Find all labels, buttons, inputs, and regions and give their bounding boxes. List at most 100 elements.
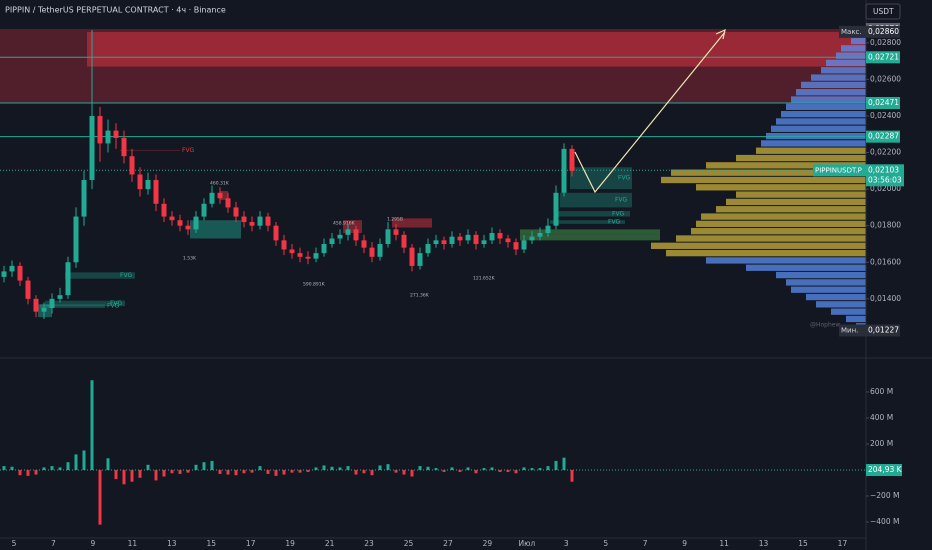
- candle-body: [433, 240, 439, 244]
- profile-bar: [771, 125, 866, 132]
- candle-body: [225, 198, 231, 208]
- currency[interactable]: USDT: [873, 7, 894, 16]
- candle-body: [105, 130, 111, 144]
- currency-box[interactable]: [865, 3, 901, 20]
- profile-bar: [826, 59, 866, 67]
- volume-bar: [434, 468, 438, 471]
- volume-bar: [290, 470, 294, 473]
- volume-bar: [90, 380, 94, 471]
- volume-bar: [282, 470, 286, 475]
- profile-bar: [836, 52, 866, 59]
- x-tick-label: 17: [246, 539, 256, 548]
- x-tick-label: 15: [206, 539, 216, 548]
- x-tick-label: 13: [167, 539, 177, 548]
- profile-bar: [841, 45, 866, 52]
- volume-bar: [226, 470, 230, 475]
- profile-bar: [746, 264, 866, 271]
- fvg-label: FVG: [120, 272, 133, 279]
- profile-bar: [816, 301, 866, 308]
- volume-bar: [66, 462, 70, 471]
- candle-body: [313, 253, 319, 259]
- x-tick-label: 19: [285, 539, 295, 548]
- candle-body: [521, 240, 527, 250]
- price-level-name: Макс.: [841, 28, 862, 36]
- candle-body: [161, 203, 167, 217]
- volume-bar: [386, 464, 390, 471]
- volume-bar: [322, 465, 326, 471]
- volume-bar: [450, 467, 454, 471]
- annotation: 1.295B: [387, 217, 403, 223]
- price-level-label: 0,01227: [868, 325, 899, 334]
- x-tick-label: 11: [128, 539, 138, 548]
- volume-bar: [170, 470, 174, 474]
- x-tick-label: 9: [682, 539, 687, 548]
- volume-bar: [306, 470, 310, 472]
- profile-bar: [716, 206, 866, 213]
- last-price-label: 0,02103: [868, 165, 899, 174]
- candle-body: [73, 216, 79, 263]
- volume-bar: [474, 470, 478, 474]
- zone: [87, 31, 866, 67]
- volume-bar: [194, 464, 198, 471]
- zone: [0, 28, 866, 104]
- volume-bar: [346, 466, 350, 471]
- candle-body: [297, 253, 303, 257]
- volume-bar: [218, 470, 222, 474]
- candle-body: [329, 238, 335, 244]
- profile-bar: [736, 191, 866, 198]
- price-level-name: Мин.: [841, 326, 858, 334]
- y-tick-label: 400 M: [870, 413, 893, 422]
- profile-bar: [666, 249, 866, 257]
- y-tick-label: 0,02600: [870, 74, 901, 83]
- candle-body: [137, 174, 143, 190]
- volume-bar: [74, 454, 78, 471]
- profile-bar: [676, 235, 866, 242]
- volume-bar: [530, 468, 534, 471]
- candle-body: [129, 156, 135, 175]
- y-tick-label: 0,02200: [870, 148, 901, 157]
- volume-bar: [442, 470, 446, 472]
- fvg-label: FVG: [107, 303, 120, 310]
- candle-body: [393, 229, 399, 235]
- last-price-name-box: [813, 164, 866, 177]
- x-tick-label: Июл: [518, 539, 535, 548]
- profile-bar: [696, 184, 866, 191]
- x-tick-label: 5: [12, 539, 17, 548]
- volume-bar: [546, 466, 550, 471]
- candle-body: [241, 216, 247, 223]
- candle-body: [249, 222, 255, 226]
- candle-body: [233, 207, 239, 217]
- price-level-box: [866, 97, 900, 110]
- profile-bar: [846, 315, 866, 323]
- fvg-label: FVG: [618, 175, 631, 182]
- last-price-name: PIPPINUSDT.P: [815, 166, 862, 174]
- volume-bar: [506, 470, 510, 472]
- candle-body: [481, 240, 487, 244]
- x-tick-label: 11: [719, 539, 729, 548]
- profile-bar: [736, 154, 866, 162]
- watermark: @Hophew_: [810, 322, 844, 329]
- candle-body: [465, 234, 471, 241]
- profile-bar: [791, 96, 866, 103]
- annotation: 121.652K: [473, 276, 496, 282]
- volume-bar: [82, 450, 86, 471]
- candle-body: [113, 130, 119, 138]
- volume-bar: [490, 467, 494, 471]
- volume-last-label: 204,93 K: [868, 465, 903, 474]
- volume-bar: [106, 458, 110, 471]
- volume-bar: [418, 466, 422, 471]
- profile-bar: [761, 140, 866, 147]
- candle-body: [153, 179, 159, 204]
- fvg-box: [65, 272, 135, 279]
- candle-body: [425, 243, 431, 254]
- annotation: 271.36K: [410, 293, 430, 299]
- candle-body: [97, 115, 103, 144]
- fvg-label: FVG: [608, 219, 621, 226]
- candle-body: [185, 225, 191, 230]
- profile-bar: [696, 220, 866, 228]
- x-tick-label: 7: [51, 539, 56, 548]
- candle-body: [177, 220, 183, 226]
- annotation: 590.891K: [303, 282, 326, 288]
- candle-body: [369, 247, 375, 257]
